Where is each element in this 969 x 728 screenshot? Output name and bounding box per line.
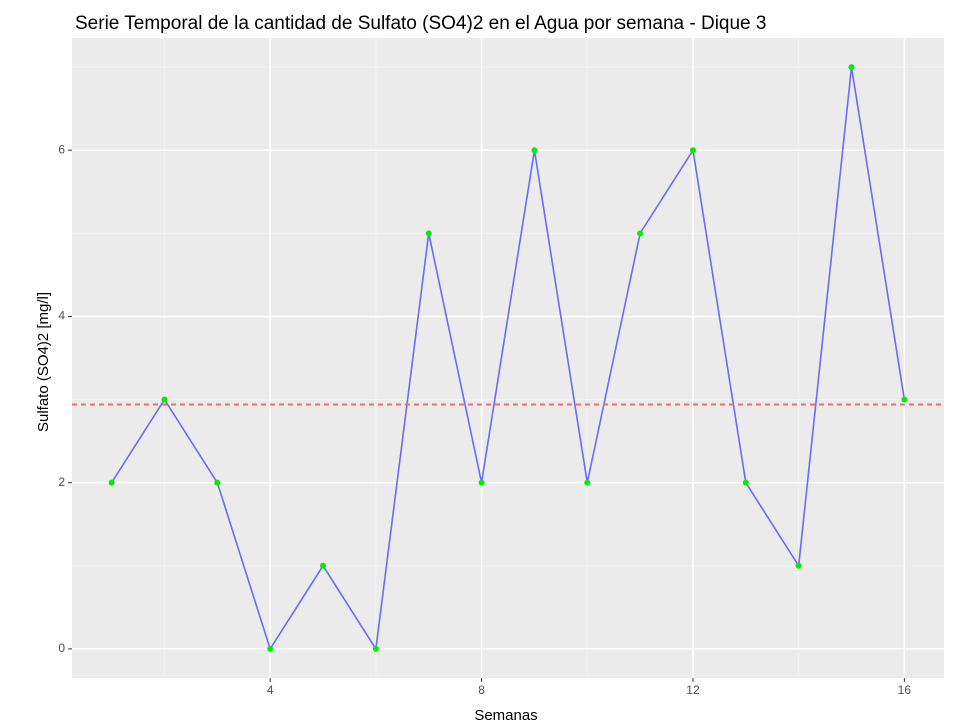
- y-axis-title: Sulfato (SO4)2 [mg/l]: [35, 292, 52, 432]
- x-tick-label: 16: [898, 683, 912, 697]
- data-point: [584, 479, 591, 486]
- data-point: [531, 147, 538, 154]
- data-point: [901, 396, 908, 403]
- data-point: [637, 230, 644, 237]
- data-point: [425, 230, 432, 237]
- data-point: [267, 645, 274, 652]
- x-tick-label: 4: [267, 683, 274, 697]
- x-axis-title: Semanas: [474, 707, 537, 724]
- y-tick-label: 2: [58, 475, 65, 489]
- y-tick-label: 0: [58, 641, 65, 655]
- data-point: [848, 64, 855, 71]
- x-tick-label: 12: [686, 683, 700, 697]
- y-tick-label: 6: [58, 142, 65, 156]
- data-line: [110, 66, 906, 652]
- data-point: [320, 562, 327, 569]
- data-point: [689, 147, 696, 154]
- chart-title: Serie Temporal de la cantidad de Sulfato…: [75, 13, 766, 34]
- plot-panel: [72, 38, 944, 678]
- data-point: [795, 562, 802, 569]
- data-point: [161, 396, 168, 403]
- data-point: [742, 479, 749, 486]
- x-tick-label: 8: [478, 683, 485, 697]
- data-point: [108, 479, 115, 486]
- data-point: [214, 479, 221, 486]
- data-point: [372, 645, 379, 652]
- data-point: [478, 479, 485, 486]
- y-tick-label: 4: [58, 309, 65, 323]
